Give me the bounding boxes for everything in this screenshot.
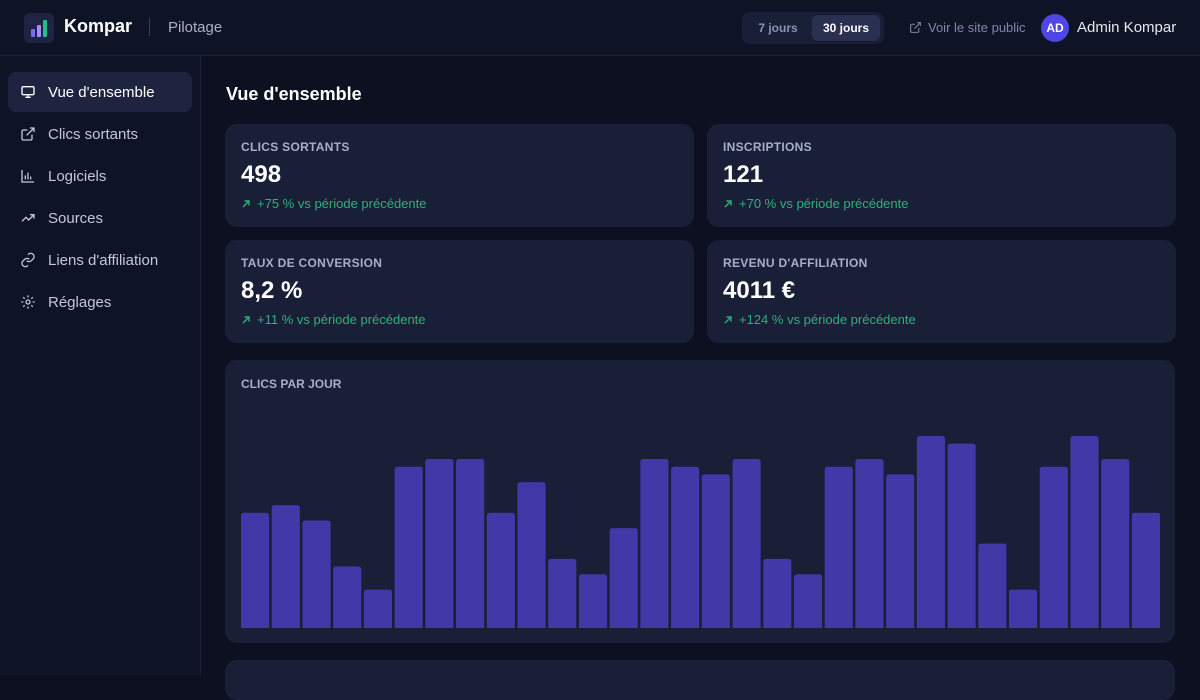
next-card (225, 660, 1175, 700)
bar (640, 459, 669, 628)
nav-item[interactable]: Liens d'affiliation (8, 240, 192, 280)
kpi-card: CLICS SORTANTS 498 +75 % vs période précéd… (225, 124, 694, 227)
kpi-value: 498 (241, 161, 282, 188)
bar (486, 512, 515, 628)
nav-label: Réglages (48, 293, 112, 311)
brand: Kompar (64, 16, 133, 36)
kpi-label: CLICS SORTANTS (241, 140, 350, 154)
bar (855, 459, 884, 628)
nav-icon (21, 295, 35, 309)
period-option[interactable]: 7 jours (758, 21, 798, 35)
kpi-label: INSCRIPTIONS (723, 140, 812, 154)
kpi-change-text: +70 % vs période précédente (739, 196, 909, 211)
nav-label: Logiciels (48, 167, 107, 185)
kpi-change-text: +11 % vs période précédente (257, 312, 426, 327)
logo (24, 13, 54, 43)
bar (363, 589, 392, 628)
bar (763, 558, 792, 628)
kpi-value: 8,2 % (241, 277, 303, 304)
external-icon (910, 22, 921, 33)
chart-card: CLICS PAR JOUR (225, 360, 1175, 643)
kpi-card: TAUX DE CONVERSION 8,2 % +11 % vs période … (225, 240, 694, 343)
avatar[interactable]: AD (1041, 14, 1069, 42)
nav-item[interactable]: Clics sortants (8, 114, 192, 154)
bar (886, 474, 915, 628)
bar (1101, 459, 1130, 628)
kpi-change: +124 % vs période précédente (723, 312, 916, 327)
bar (578, 574, 608, 628)
nav-label: Clics sortants (48, 125, 139, 143)
trend-icon (724, 315, 732, 323)
bar (609, 528, 638, 628)
nav-item[interactable]: Logiciels (8, 156, 192, 196)
trend-icon (724, 199, 732, 207)
kpi-change: +75 % vs période précédente (241, 196, 426, 211)
bar (271, 505, 300, 628)
nav-icon (21, 214, 35, 222)
kpi-card: INSCRIPTIONS 121 +70 % vs période précéden… (707, 124, 1176, 227)
nav-icon (21, 127, 35, 141)
page-title: Vue d'ensemble (226, 84, 362, 104)
bar (701, 474, 730, 628)
kpi-label: REVENU D'AFFILIATION (723, 256, 868, 270)
kpi-change: +70 % vs période précédente (723, 196, 908, 211)
bar (1070, 436, 1099, 628)
bar (517, 482, 546, 628)
bar (916, 436, 945, 628)
section: Pilotage (168, 19, 223, 36)
bar (456, 459, 485, 628)
kpi-value: 4011 € (723, 277, 796, 304)
chart (241, 436, 1160, 628)
chart-title: CLICS PAR JOUR (241, 377, 342, 391)
bar (824, 466, 853, 628)
bar (1039, 466, 1068, 628)
kpi-card: REVENU D'AFFILIATION 4011 € +124 % vs péri… (707, 240, 1176, 343)
period-option[interactable]: 30 jours (812, 15, 880, 41)
bar (947, 443, 976, 628)
nav-label: Sources (48, 209, 104, 227)
kpi-change-text: +124 % vs période précédente (739, 312, 916, 327)
bar (793, 574, 823, 628)
nav-label: Liens d'affiliation (48, 251, 159, 269)
divider (149, 18, 150, 36)
bar (671, 466, 700, 628)
bar (302, 520, 331, 628)
trend-icon (242, 199, 250, 207)
nav-item[interactable]: Sources (8, 198, 192, 238)
bar (978, 543, 1007, 628)
bar (241, 512, 270, 628)
kpi-value: 121 (723, 161, 764, 188)
bar (425, 459, 454, 628)
trend-icon (242, 315, 250, 323)
kpi-label: TAUX DE CONVERSION (241, 256, 383, 270)
nav-icon (21, 86, 35, 98)
bar (548, 558, 577, 628)
kpi-change: +11 % vs période précédente (241, 312, 426, 327)
nav-item[interactable]: Réglages (8, 282, 192, 322)
bar (1009, 589, 1038, 628)
bar (1131, 512, 1160, 628)
bar (394, 466, 423, 628)
period-toggle: 7 jours 30 jours (742, 12, 884, 44)
header: Kompar Pilotage 7 jours 30 jours Voir le … (0, 0, 1200, 56)
nav-item[interactable]: Vue d'ensemble (8, 72, 192, 112)
bar (732, 459, 761, 628)
sidebar: Vue d'ensemble Clics sortants Logiciels Sou… (0, 56, 201, 675)
kpi-change-text: +75 % vs période précédente (257, 196, 427, 211)
nav-label: Vue d'ensemble (48, 83, 155, 101)
user-name[interactable]: Admin Kompar (1077, 19, 1177, 36)
public-link[interactable]: Voir le site public (928, 20, 1026, 35)
bar (333, 566, 362, 628)
nav-icon (21, 252, 35, 268)
nav-icon (21, 170, 34, 183)
